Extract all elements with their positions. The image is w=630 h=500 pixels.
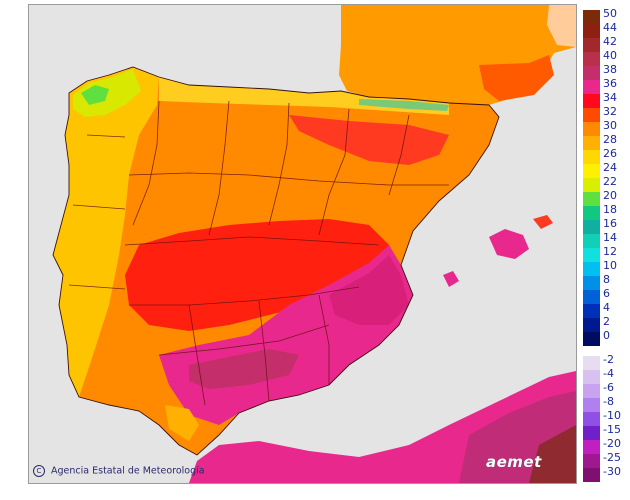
legend-swatch [583,122,600,136]
legend-label: -2 [603,353,614,366]
legend-swatch [583,136,600,150]
alps-cold-zone [547,5,576,47]
legend-swatch [583,318,600,332]
legend-label: 24 [603,161,617,174]
legend-label: 16 [603,217,617,230]
legend-label: 42 [603,35,617,48]
africa-brown-zone [529,425,576,483]
legend-swatch [583,38,600,52]
southeast-hot-zone [329,255,409,325]
legend-swatch [583,178,600,192]
legend-swatch [583,66,600,80]
legend-swatch [583,332,600,346]
legend-label: 4 [603,301,610,314]
legend-label: -30 [603,465,621,478]
legend-label: 12 [603,245,617,258]
mallorca-island [489,229,529,259]
galicia-green-zone [81,85,109,105]
legend-swatch [583,52,600,66]
legend-swatch [583,80,600,94]
legend-swatch [583,370,600,384]
legend-label: -25 [603,451,621,464]
legend-label: 20 [603,189,617,202]
legend-swatch [583,234,600,248]
legend-label: 50 [603,7,617,20]
temperature-legend: 50 44 42 40 38 36 34 32 30 28 26 24 22 20 18 16 14 12 10 8 6… [583,7,629,490]
west-coast-cool-zone [53,67,159,397]
legend-swatch [583,384,600,398]
legend-swatch [583,440,600,454]
legend-label: 36 [603,77,617,90]
legend-swatch [583,290,600,304]
strait-cool-zone [165,405,199,441]
legend-label: -6 [603,381,614,394]
france-hot-zone [479,55,554,101]
legend-label: 30 [603,119,617,132]
legend-swatch [583,24,600,38]
legend-label: -15 [603,423,621,436]
legend-swatch [583,150,600,164]
legend-label: 32 [603,105,617,118]
legend-label: 18 [603,203,617,216]
legend-label: 40 [603,49,617,62]
legend-label: 2 [603,315,610,328]
legend-label: 6 [603,287,610,300]
guadalquivir-hot-core [189,349,299,389]
legend-label: 8 [603,273,610,286]
legend-swatch [583,304,600,318]
legend-label: 14 [603,231,617,244]
legend-label: 22 [603,175,617,188]
iberia-coastline [52,66,500,456]
legend-label: -4 [603,367,614,380]
legend-swatch [583,356,600,370]
map-canvas [29,5,576,483]
legend-swatch [583,262,600,276]
legend-label: -8 [603,395,614,408]
legend-swatch [583,10,600,24]
legend-swatch [583,192,600,206]
legend-label: 38 [603,63,617,76]
legend-label: -20 [603,437,621,450]
legend-swatch [583,276,600,290]
legend-swatch [583,468,600,482]
province-borders [68,100,449,406]
aemet-logo: aemet [486,453,542,471]
legend-swatch [583,94,600,108]
legend-label: 10 [603,259,617,272]
legend-swatch [583,454,600,468]
credit-text: Agencia Estatal de Meteorología [51,465,205,477]
legend-label: 0 [603,329,610,342]
central-hot-zone [125,219,389,331]
ibiza-island [443,271,459,287]
legend-swatch [583,412,600,426]
legend-swatch [583,108,600,122]
legend-label: 26 [603,147,617,160]
map-credit: C Agencia Estatal de Meteorología [33,465,205,477]
pyrenees-green-band [359,99,449,111]
legend-swatch [583,164,600,178]
legend-swatch [583,398,600,412]
legend-swatch [583,426,600,440]
legend-label: 28 [603,133,617,146]
temperature-map [28,4,577,484]
legend-label: 44 [603,21,617,34]
legend-swatch [583,220,600,234]
legend-swatch [583,206,600,220]
legend-swatch [583,248,600,262]
copyright-icon: C [33,465,45,477]
ebro-hot-zone [289,115,449,165]
legend-label: 34 [603,91,617,104]
menorca-island [533,215,553,229]
legend-label: -10 [603,409,621,422]
